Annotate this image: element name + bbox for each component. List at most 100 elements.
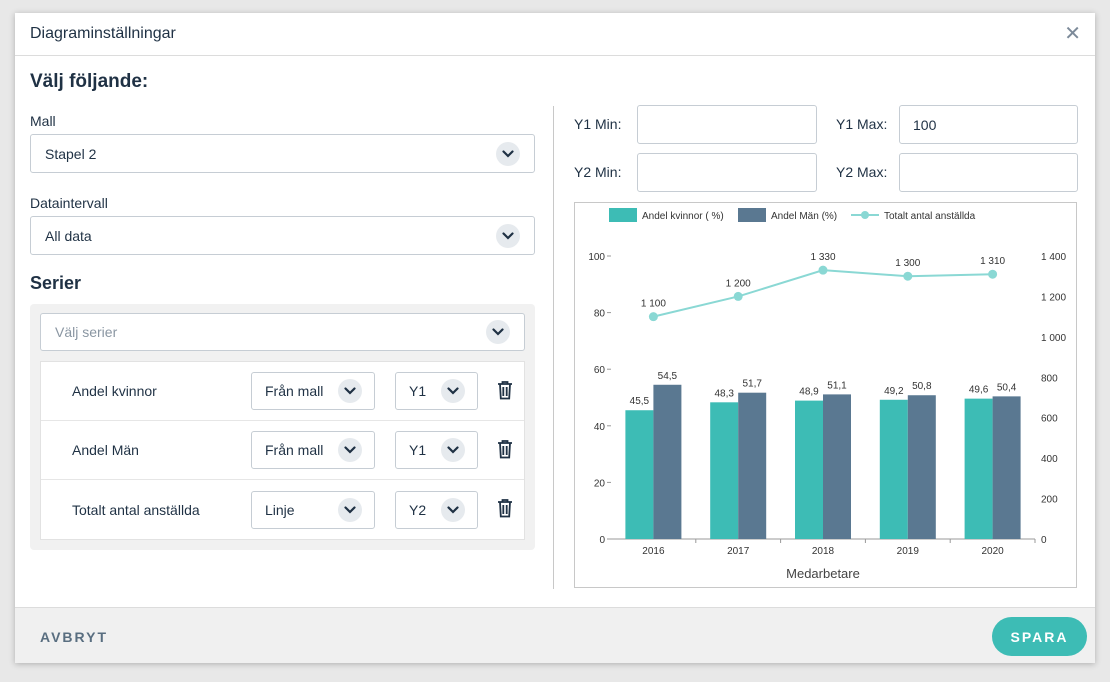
bar: [795, 401, 823, 539]
data-label: 1 200: [726, 278, 751, 289]
series-type-value: Från mall: [265, 383, 323, 399]
panel-divider: [553, 106, 554, 589]
legend-swatch: [738, 208, 766, 222]
section-heading: Välj följande:: [30, 71, 535, 93]
data-label: 1 330: [810, 252, 835, 263]
chevron-down-icon[interactable]: [338, 379, 362, 403]
data-label: 1 310: [980, 256, 1005, 267]
line-point: [734, 292, 743, 301]
y1-min-input[interactable]: [637, 105, 817, 144]
series-axis-select[interactable]: Y1: [395, 431, 478, 469]
trash-icon[interactable]: [497, 380, 513, 400]
y1-tick-label: 0: [599, 535, 605, 546]
cancel-button[interactable]: AVBRYT: [40, 629, 108, 645]
x-tick-label: 2016: [642, 546, 665, 557]
chart-preview: Andel kvinnor ( %) Andel Män (%) Totalt an…: [574, 202, 1077, 588]
template-select[interactable]: Stapel 2: [30, 134, 535, 173]
left-panel: Välj följande: Mall Stapel 2 Datainterva…: [30, 71, 535, 550]
y2-tick-label: 600: [1041, 414, 1058, 425]
y1-max-input[interactable]: 100: [899, 105, 1078, 144]
data-label: 45,5: [630, 396, 650, 407]
y1-tick-label: 40: [594, 422, 606, 433]
series-type-select[interactable]: Linje: [251, 491, 375, 529]
chevron-down-icon[interactable]: [496, 224, 520, 248]
bar: [653, 385, 681, 539]
chevron-down-icon[interactable]: [441, 438, 465, 462]
y2-tick-label: 1 200: [1041, 292, 1066, 303]
data-label: 49,6: [969, 385, 989, 396]
series-heading: Serier: [30, 273, 535, 294]
interval-label: Dataintervall: [30, 195, 535, 211]
y2-min-input[interactable]: [637, 153, 817, 192]
data-label: 50,4: [997, 382, 1017, 393]
bar: [908, 395, 936, 539]
template-value: Stapel 2: [45, 146, 96, 162]
close-icon[interactable]: ✕: [1064, 21, 1081, 46]
x-tick-label: 2018: [812, 546, 835, 557]
line-point: [988, 270, 997, 279]
chart-settings-dialog: Diagraminställningar ✕ Välj följande: Ma…: [15, 13, 1095, 663]
interval-select[interactable]: All data: [30, 216, 535, 255]
data-label: 54,5: [658, 371, 678, 382]
data-label: 1 100: [641, 299, 666, 310]
bar: [738, 393, 766, 539]
y2-max-input[interactable]: [899, 153, 1078, 192]
y1-min-label: Y1 Min:: [574, 116, 621, 132]
trash-icon[interactable]: [497, 439, 513, 459]
bar: [710, 402, 738, 539]
series-name: Totalt antal anställda: [72, 502, 200, 518]
legend-swatch: [609, 208, 637, 222]
series-axis-value: Y1: [409, 383, 426, 399]
chevron-down-icon[interactable]: [441, 498, 465, 522]
bar: [625, 410, 653, 539]
chevron-down-icon[interactable]: [486, 320, 510, 344]
bar: [965, 399, 993, 539]
trash-icon[interactable]: [497, 498, 513, 518]
series-name: Andel Män: [72, 442, 139, 458]
bar: [880, 400, 908, 539]
bar: [823, 394, 851, 539]
x-tick-label: 2020: [981, 546, 1004, 557]
y2-tick-label: 200: [1041, 495, 1058, 506]
series-type-select[interactable]: Från mall: [251, 372, 375, 410]
save-button[interactable]: SPARA: [992, 617, 1087, 656]
series-select[interactable]: Välj serier: [40, 313, 525, 351]
series-axis-select[interactable]: Y1: [395, 372, 478, 410]
series-type-select[interactable]: Från mall: [251, 431, 375, 469]
y2-tick-label: 400: [1041, 454, 1058, 465]
chevron-down-icon[interactable]: [496, 142, 520, 166]
chevron-down-icon[interactable]: [441, 379, 465, 403]
series-axis-select[interactable]: Y2: [395, 491, 478, 529]
y2-tick-label: 1 400: [1041, 252, 1066, 263]
y1-tick-label: 80: [594, 309, 606, 320]
series-panel: Välj serier Andel kvinnor Från mall Y1: [30, 304, 535, 550]
x-tick-label: 2017: [727, 546, 750, 557]
series-type-value: Linje: [265, 502, 295, 518]
legend-label: Andel Män (%): [771, 211, 837, 222]
y2-tick-label: 800: [1041, 373, 1058, 384]
y1-max-label: Y1 Max:: [836, 116, 887, 132]
chevron-down-icon[interactable]: [338, 498, 362, 522]
interval-value: All data: [45, 228, 92, 244]
data-label: 1 300: [895, 258, 920, 269]
x-axis-title: Medarbetare: [786, 566, 860, 581]
series-type-value: Från mall: [265, 442, 323, 458]
line-point: [819, 266, 828, 275]
y2-min-label: Y2 Min:: [574, 164, 621, 180]
series-row: Andel Män Från mall Y1: [41, 421, 524, 480]
x-tick-label: 2019: [897, 546, 920, 557]
line-point: [649, 312, 658, 321]
data-label: 48,3: [714, 388, 734, 399]
data-label: 51,1: [827, 380, 847, 391]
legend-swatch: [861, 211, 869, 219]
y1-tick-label: 60: [594, 365, 606, 376]
series-list: Andel kvinnor Från mall Y1 Andel Män Frå…: [40, 361, 525, 540]
legend-label: Totalt antal anställda: [884, 211, 976, 222]
chevron-down-icon[interactable]: [338, 438, 362, 462]
data-label: 49,2: [884, 386, 904, 397]
series-placeholder: Välj serier: [55, 324, 117, 340]
data-label: 50,8: [912, 381, 932, 392]
combo-chart: Andel kvinnor ( %) Andel Män (%) Totalt an…: [575, 203, 1076, 587]
y2-max-label: Y2 Max:: [836, 164, 887, 180]
bar: [993, 396, 1021, 539]
